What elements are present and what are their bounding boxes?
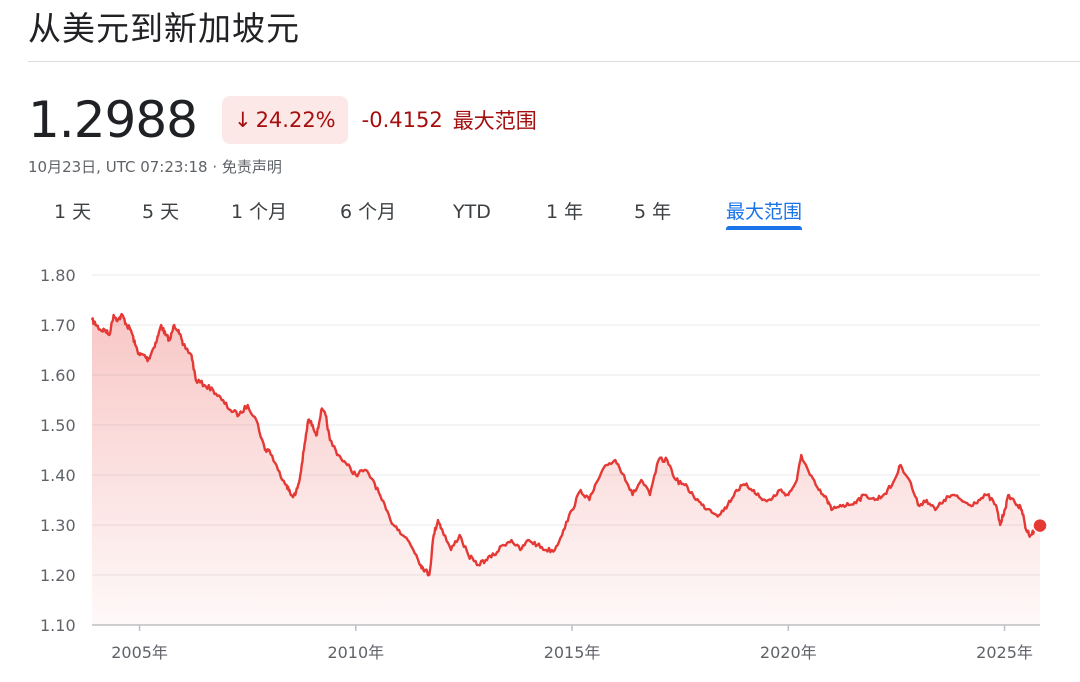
series-line[interactable] (90, 312, 1042, 577)
y-tick-label: 1.10 (40, 616, 76, 635)
change-badge: ↓ 24.22% (221, 96, 348, 144)
y-tick-label: 1.20 (40, 566, 76, 585)
tab-ytd[interactable]: YTD (453, 201, 491, 223)
x-tick-label: 2025年 (976, 643, 1033, 662)
quote-row: 1.2988 ↓ 24.22% -0.4152 最大范围 (28, 90, 537, 150)
y-tick-label: 1.60 (40, 366, 76, 385)
y-tick-label: 1.80 (40, 266, 76, 285)
y-tick-label: 1.40 (40, 466, 76, 485)
x-tick-label: 2005年 (111, 643, 168, 662)
x-tick-label: 2015年 (544, 643, 601, 662)
exchange-rate-chart[interactable]: 1.80 1.70 1.60 1.50 1.40 1.30 1.20 1.10 2005年 201… (0, 250, 1080, 682)
timestamp-disclaimer[interactable]: 10月23日, UTC 07:23:18 · 免责声明 (28, 158, 282, 176)
current-value-dot (1032, 517, 1048, 534)
tab-max-range[interactable]: 最大范围 (726, 196, 803, 230)
tab-1-year[interactable]: 1 年 (546, 201, 584, 223)
change-percent: 24.22% (255, 108, 336, 132)
y-tick-label: 1.70 (40, 316, 76, 335)
active-tab-indicator (726, 226, 803, 230)
series-area-fill (92, 314, 1040, 625)
tab-1-month[interactable]: 1 个月 (231, 201, 288, 223)
tab-5-years[interactable]: 5 年 (634, 201, 672, 223)
change-absolute: -0.4152 (361, 108, 443, 132)
tab-5-days[interactable]: 5 天 (142, 201, 180, 223)
y-tick-label: 1.50 (40, 416, 76, 435)
y-tick-label: 1.30 (40, 516, 76, 535)
price-value: 1.2988 (28, 91, 198, 149)
page-title: 从美元到新加坡元 (28, 9, 300, 48)
arrow-down-icon: ↓ (233, 108, 252, 132)
x-tick-label: 2010年 (327, 643, 384, 662)
x-tick-label: 2020年 (760, 643, 817, 662)
change-range-label: 最大范围 (452, 109, 537, 133)
tab-6-months[interactable]: 6 个月 (340, 201, 397, 223)
title-divider (28, 61, 1080, 62)
tab-1-day[interactable]: 1 天 (54, 201, 92, 223)
